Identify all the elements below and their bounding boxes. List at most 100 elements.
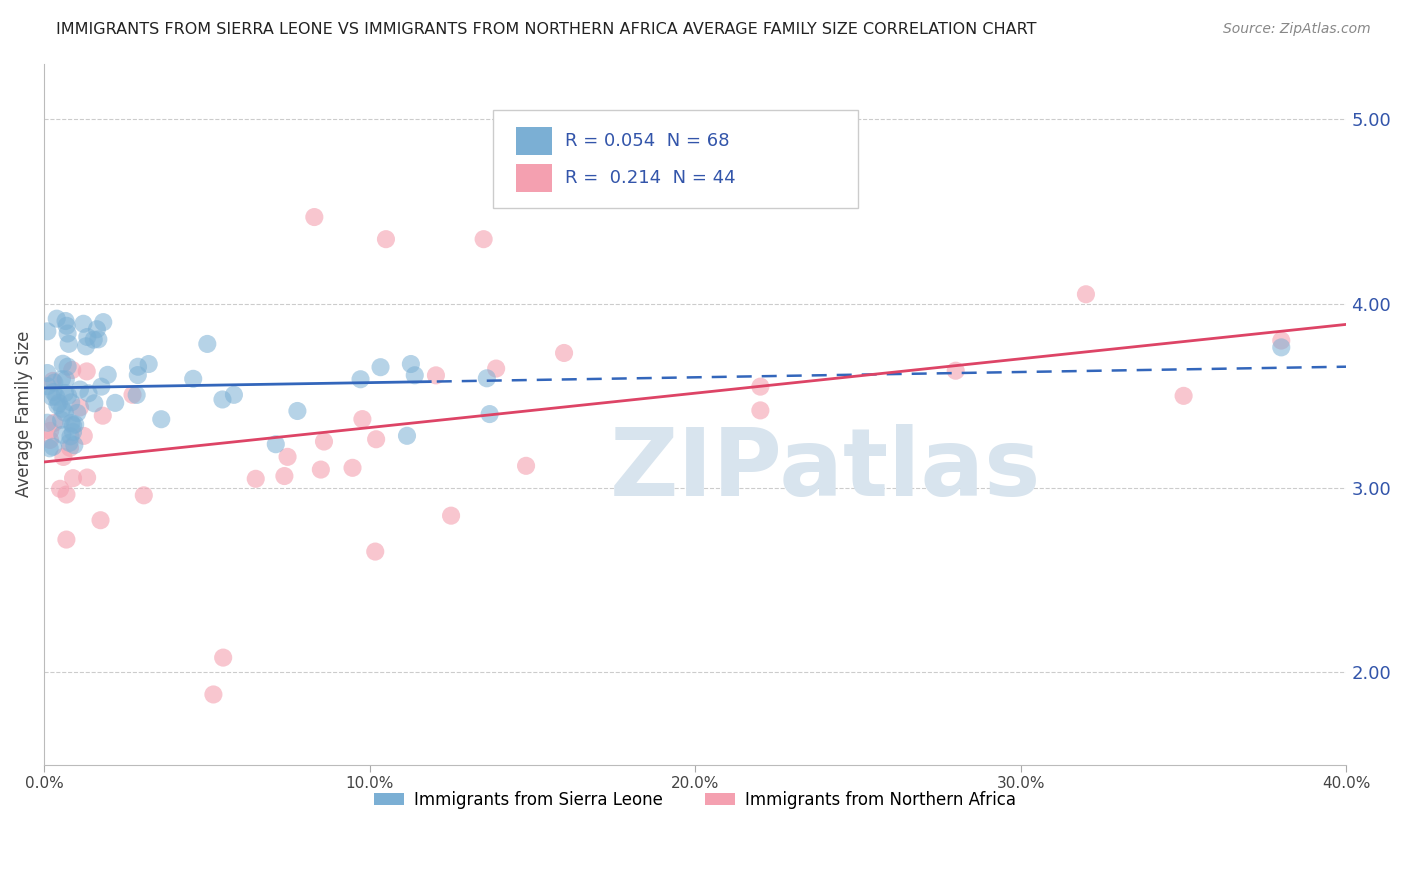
Point <box>77 386 100 401</box>
Point <box>287 404 309 418</box>
Point <box>352 412 374 426</box>
Point <box>37 324 59 338</box>
Point <box>46 398 69 412</box>
Point <box>72 317 94 331</box>
Point <box>475 371 498 385</box>
Point <box>749 379 772 393</box>
Point <box>52 450 75 464</box>
Point <box>69 401 91 415</box>
Point <box>749 403 772 417</box>
Point <box>127 368 149 382</box>
Point <box>60 395 83 409</box>
Point <box>121 388 143 402</box>
Point <box>55 314 77 328</box>
Point <box>945 364 967 378</box>
Point <box>44 416 66 430</box>
Point <box>273 469 295 483</box>
Legend: Immigrants from Sierra Leone, Immigrants from Northern Africa: Immigrants from Sierra Leone, Immigrants… <box>368 784 1022 815</box>
Point <box>1173 389 1195 403</box>
Point <box>202 688 225 702</box>
Point <box>375 232 398 246</box>
Point <box>62 471 84 485</box>
Point <box>212 650 235 665</box>
Point <box>1074 287 1097 301</box>
Point <box>83 333 105 347</box>
Point <box>51 372 73 386</box>
Point <box>312 434 335 449</box>
Point <box>132 488 155 502</box>
Bar <box>516 127 553 155</box>
Point <box>53 386 76 401</box>
Point <box>104 396 127 410</box>
Point <box>55 533 77 547</box>
Point <box>195 337 218 351</box>
Text: R = 0.054  N = 68: R = 0.054 N = 68 <box>565 132 730 150</box>
Point <box>478 407 501 421</box>
Point <box>51 401 73 416</box>
Point <box>222 388 245 402</box>
Point <box>125 388 148 402</box>
Point <box>404 368 426 383</box>
Point <box>1270 334 1292 348</box>
Point <box>277 450 299 464</box>
Point <box>37 379 59 393</box>
Point <box>515 458 537 473</box>
Point <box>52 357 75 371</box>
Point <box>1270 340 1292 354</box>
Point <box>349 372 371 386</box>
Point <box>39 433 62 447</box>
Point <box>55 318 77 333</box>
Point <box>91 315 114 329</box>
Point <box>59 441 82 455</box>
FancyBboxPatch shape <box>494 110 858 208</box>
Y-axis label: Average Family Size: Average Family Size <box>15 331 32 498</box>
Point <box>49 482 72 496</box>
Point <box>97 368 120 382</box>
Point <box>56 359 79 374</box>
Point <box>60 416 83 430</box>
Point <box>370 360 392 375</box>
Point <box>73 429 96 443</box>
Point <box>55 487 77 501</box>
Text: ZIPatlas: ZIPatlas <box>610 425 1042 516</box>
Point <box>69 383 91 397</box>
Point <box>37 366 59 380</box>
Text: Source: ZipAtlas.com: Source: ZipAtlas.com <box>1223 22 1371 37</box>
Point <box>86 322 108 336</box>
Point <box>553 346 575 360</box>
Point <box>181 372 204 386</box>
Point <box>75 339 97 353</box>
Point <box>76 330 98 344</box>
Point <box>485 361 508 376</box>
Point <box>76 470 98 484</box>
Point <box>342 460 364 475</box>
Point <box>395 429 418 443</box>
Point <box>399 357 422 371</box>
Point <box>58 336 80 351</box>
Point <box>56 389 79 403</box>
Point <box>87 332 110 346</box>
Point <box>42 374 65 388</box>
Point <box>66 406 89 420</box>
Point <box>62 425 84 439</box>
Point <box>37 416 59 430</box>
Point <box>309 462 332 476</box>
Point <box>59 429 82 443</box>
Point <box>304 210 326 224</box>
Point <box>90 379 112 393</box>
Point <box>51 427 73 442</box>
Point <box>39 424 62 438</box>
Bar <box>516 163 553 192</box>
Point <box>45 311 67 326</box>
Point <box>76 364 98 378</box>
Point <box>366 432 388 446</box>
Point <box>91 409 114 423</box>
Point <box>440 508 463 523</box>
Point <box>264 437 287 451</box>
Point <box>150 412 173 426</box>
Text: R =  0.214  N = 44: R = 0.214 N = 44 <box>565 169 735 186</box>
Point <box>41 390 63 404</box>
Point <box>63 438 86 452</box>
Point <box>127 359 149 374</box>
Point <box>48 396 70 410</box>
